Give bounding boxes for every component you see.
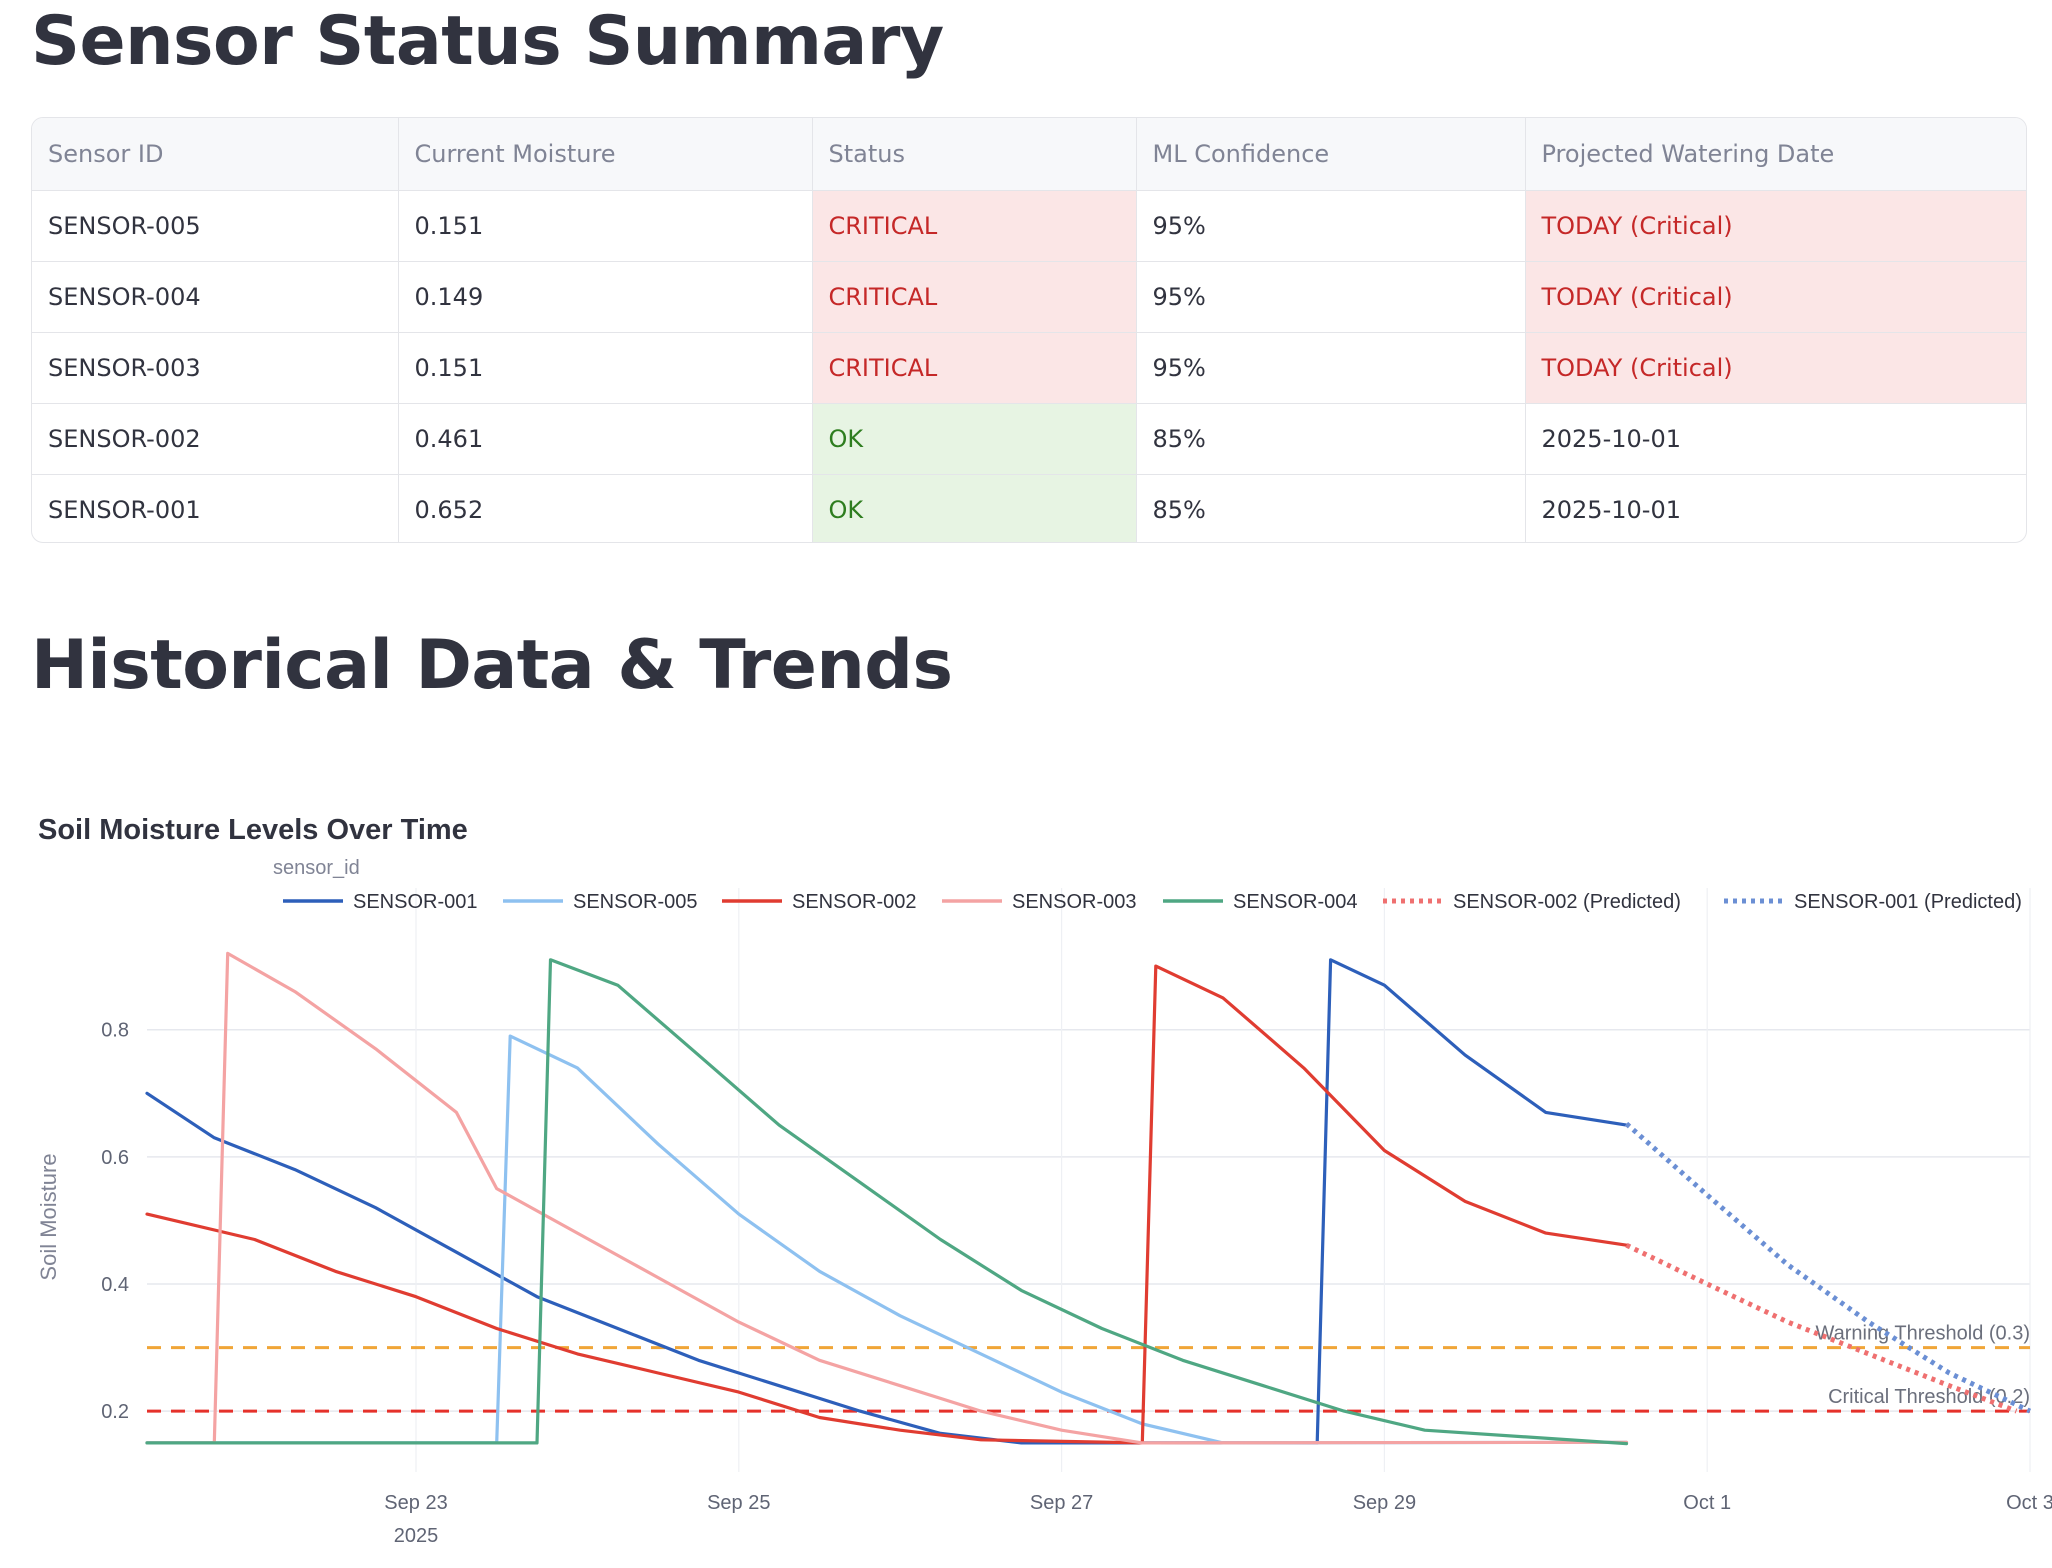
threshold-label: Warning Threshold (0.3) [1815,1323,2030,1345]
confidence-cell: 95% [1136,190,1526,262]
series-line-sensor-004 [145,958,1629,1446]
projected-date-cell: 2025-10-01 [1541,496,1681,524]
sensor-id-cell: SENSOR-003 [32,332,399,404]
moisture-cell: 0.151 [398,332,813,404]
projected-date-cell: TODAY (Critical) [1525,190,2026,262]
y-tick-label: 0.6 [101,1147,129,1169]
table-row[interactable]: SENSOR-002 0.461 OK 85% 2025-10-01 [32,403,2026,475]
legend-item-label[interactable]: SENSOR-005 [573,891,698,913]
series-line-sensor-001-predicted [1624,1121,2032,1414]
column-header[interactable]: ML Confidence [1136,118,1526,191]
moisture-cell: 0.151 [398,190,813,262]
confidence-cell: 95% [1136,261,1526,333]
projected-date-cell: 2025-10-01 [1525,403,2026,475]
sensor-id-cell: SENSOR-002 [32,403,399,475]
table-row[interactable]: SENSOR-004 0.149 CRITICAL 95% TODAY (Cri… [32,261,2026,333]
x-tick-label: Oct 1 [1683,1492,1731,1514]
confidence-cell: 85% [1136,474,1526,542]
column-header[interactable]: Sensor ID [32,118,399,191]
chart-title: Soil Moisture Levels Over Time [38,814,468,846]
table-row[interactable]: SENSOR-001 0.652 OK 85% 2025-10-01 [32,474,2026,542]
table-row[interactable]: SENSOR-003 0.151 CRITICAL 95% TODAY (Cri… [32,332,2026,404]
sensor-id-cell: SENSOR-005 [32,190,399,262]
series-line-sensor-002 [145,964,1629,1445]
legend-item-label[interactable]: SENSOR-004 [1233,891,1358,913]
sensor-id-cell: SENSOR-004 [32,261,399,333]
moisture-line-chart[interactable]: Soil Moisture Levels Over Time sensor_id… [0,780,2052,1568]
legend-item-label[interactable]: SENSOR-003 [1012,891,1137,913]
moisture-cell: 0.149 [398,261,813,333]
status-cell: OK [812,403,1137,475]
status-cell: OK [812,474,1137,542]
projected-date-cell: TODAY (Critical) [1525,261,2026,333]
series-line-sensor-002-predicted [1625,1242,2018,1414]
sensor-status-table: Sensor ID Current Moisture Status ML Con… [31,117,2027,543]
section-title: Historical Data & Trends [31,626,953,705]
x-tick-label: Sep 25 [707,1492,770,1514]
threshold-label: Critical Threshold (0.2) [1828,1386,2030,1408]
x-tick-label: Oct 3 [2006,1492,2052,1514]
table-header-row: Sensor ID Current Moisture Status ML Con… [32,118,2026,191]
legend-item-label[interactable]: SENSOR-002 [792,891,917,913]
column-header[interactable]: Current Moisture [398,118,813,191]
table-row[interactable]: SENSOR-005 0.151 CRITICAL 95% TODAY (Cri… [32,190,2026,262]
legend-item-label[interactable]: SENSOR-001 (Predicted) [1794,891,2022,913]
y-tick-label: 0.4 [101,1274,129,1296]
series-line-sensor-001 [145,958,1629,1445]
x-tick-year-label: 2025 [394,1525,439,1547]
status-cell: CRITICAL [812,190,1137,262]
confidence-cell: 85% [1136,403,1526,475]
x-tick-label: Sep 29 [1353,1492,1416,1514]
moisture-cell: 0.652 [398,474,813,542]
column-header[interactable]: Projected Watering Date [1525,118,2026,191]
sensor-id-cell: SENSOR-001 [32,474,399,542]
y-axis-label: Soil Moisture [36,1153,61,1280]
x-tick-label: Sep 23 [384,1492,447,1514]
projected-date-cell: TODAY (Critical) [1525,332,2026,404]
moisture-cell: 0.461 [398,403,813,475]
y-tick-label: 0.8 [101,1020,129,1042]
y-tick-label: 0.2 [101,1401,129,1423]
x-tick-label: Sep 27 [1030,1492,1093,1514]
page-title: Sensor Status Summary [31,2,944,81]
status-cell: CRITICAL [812,332,1137,404]
status-cell: CRITICAL [812,261,1137,333]
legend-item-label[interactable]: SENSOR-001 [353,891,478,913]
legend-title: sensor_id [273,857,360,879]
legend-item-label[interactable]: SENSOR-002 (Predicted) [1453,891,1681,913]
series-line-sensor-003 [145,951,1629,1445]
confidence-cell: 95% [1136,332,1526,404]
column-header[interactable]: Status [812,118,1137,191]
